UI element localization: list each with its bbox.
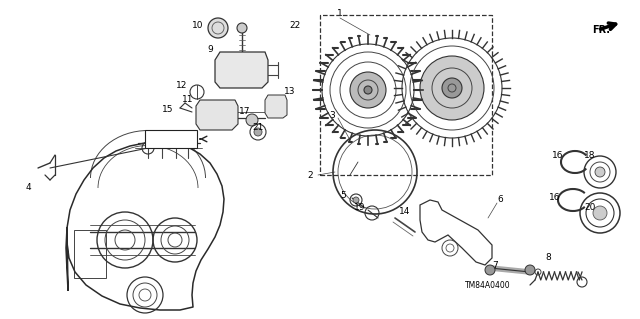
Text: B-35: B-35 — [159, 135, 182, 144]
Text: 15: 15 — [163, 106, 173, 115]
Text: 19: 19 — [355, 204, 365, 212]
Bar — [145, 130, 197, 148]
Circle shape — [254, 128, 262, 136]
Text: 1: 1 — [337, 10, 343, 19]
Circle shape — [593, 206, 607, 220]
Text: 3: 3 — [329, 110, 335, 120]
Text: 13: 13 — [284, 87, 296, 97]
Text: 16: 16 — [552, 151, 564, 160]
Polygon shape — [196, 100, 238, 130]
Circle shape — [353, 197, 359, 203]
Polygon shape — [215, 52, 268, 88]
Circle shape — [485, 265, 495, 275]
Text: TM84A0400: TM84A0400 — [465, 280, 511, 290]
Circle shape — [237, 23, 247, 33]
Circle shape — [420, 56, 484, 120]
Circle shape — [595, 167, 605, 177]
Text: 17: 17 — [239, 108, 251, 116]
Text: 21: 21 — [252, 123, 264, 132]
Polygon shape — [265, 95, 287, 118]
Circle shape — [364, 86, 372, 94]
Text: FR.: FR. — [592, 25, 610, 35]
Text: 8: 8 — [545, 254, 551, 263]
Text: 10: 10 — [192, 20, 204, 29]
Text: 4: 4 — [25, 183, 31, 192]
Bar — [320, 15, 492, 175]
Text: 2: 2 — [307, 170, 313, 180]
Polygon shape — [66, 142, 224, 310]
Text: 11: 11 — [182, 95, 194, 105]
Circle shape — [208, 18, 228, 38]
Circle shape — [525, 265, 535, 275]
Text: 6: 6 — [497, 196, 503, 204]
Text: 9: 9 — [207, 46, 213, 55]
Polygon shape — [420, 200, 492, 265]
Circle shape — [246, 114, 258, 126]
Circle shape — [442, 78, 462, 98]
Circle shape — [350, 72, 386, 108]
Text: 12: 12 — [176, 80, 188, 90]
Text: 18: 18 — [584, 151, 596, 160]
Text: 22: 22 — [289, 20, 301, 29]
Text: B-35: B-35 — [159, 135, 182, 144]
Text: 7: 7 — [492, 261, 498, 270]
Text: 16: 16 — [549, 194, 561, 203]
Text: 20: 20 — [584, 204, 596, 212]
Text: 5: 5 — [340, 190, 346, 199]
Text: 14: 14 — [399, 207, 411, 217]
